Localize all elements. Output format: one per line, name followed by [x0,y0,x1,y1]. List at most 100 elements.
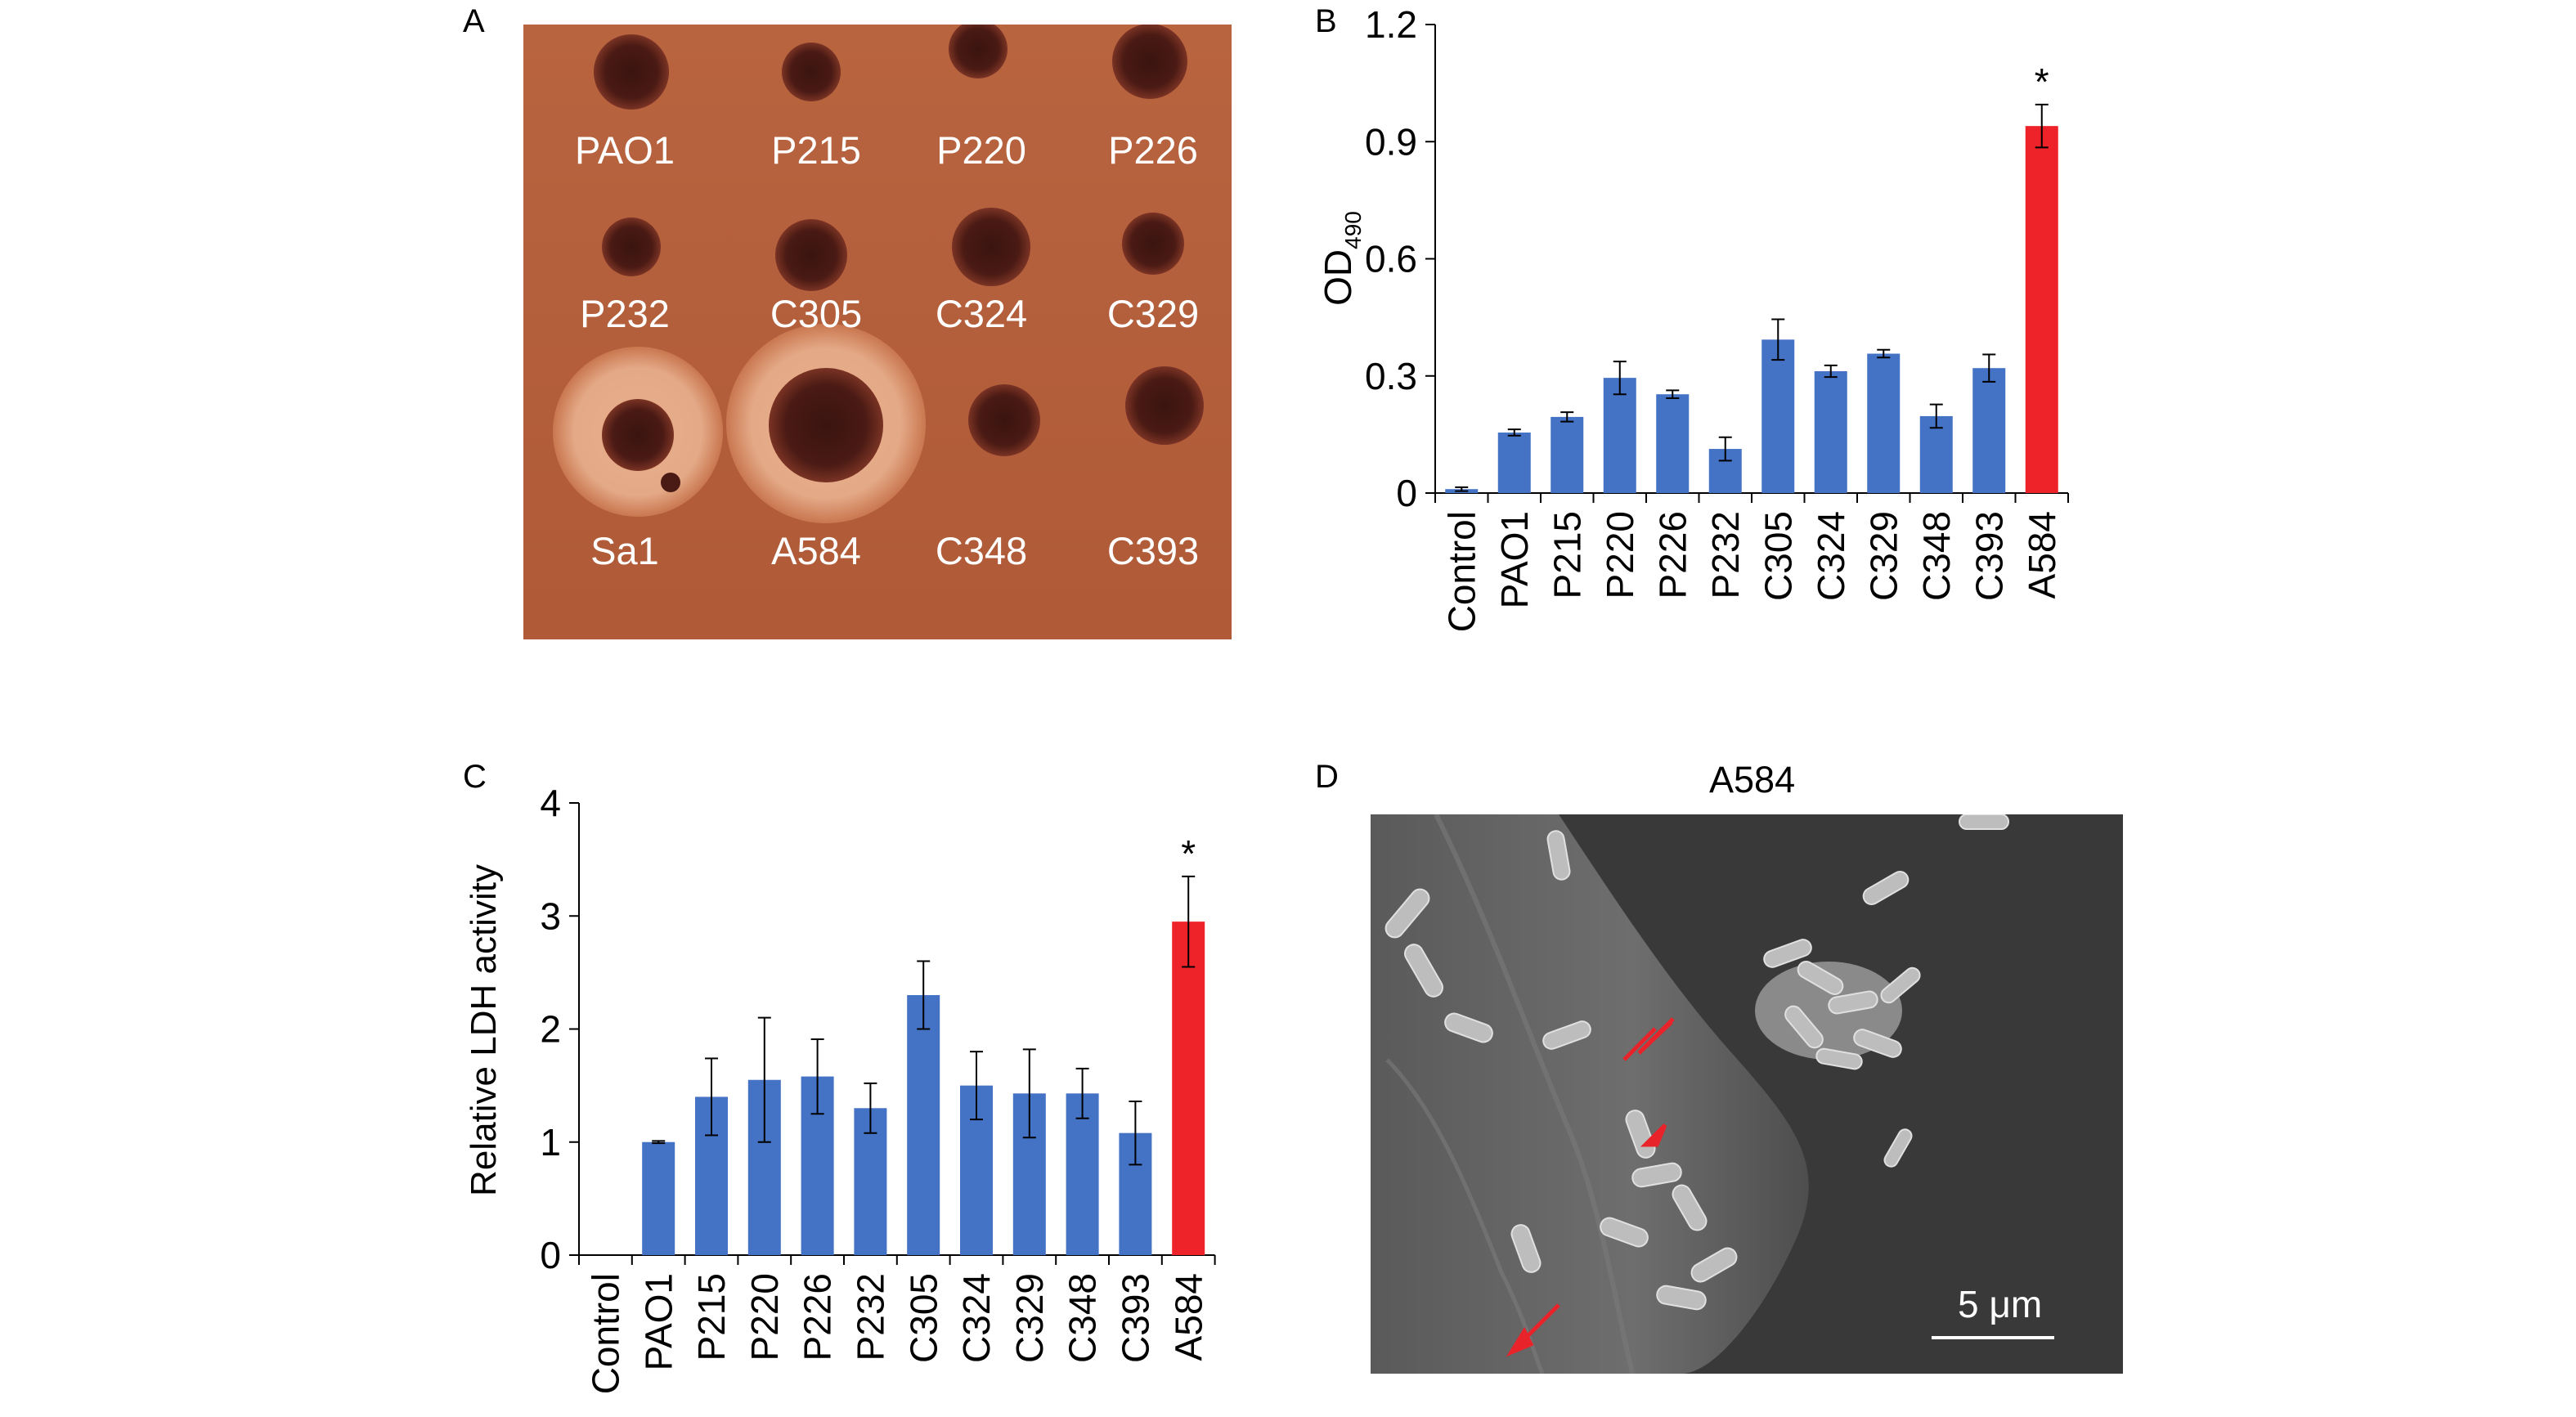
error-bar [1182,875,1196,968]
x-tick-label: PAO1 [637,1273,680,1370]
significance-marker: * [2035,61,2049,103]
y-tick-label: 0 [1396,472,1417,514]
strain-label: A584 [771,529,861,572]
y-tick-label: 2 [540,1008,561,1051]
error-bar [970,1051,983,1121]
x-tick-label: Control [585,1273,627,1394]
host-cell [1371,814,1809,1374]
arrow-markers [1506,1017,1675,1357]
error-bar [1877,348,1891,359]
sem-image [1371,814,2123,1374]
x-tick-label: Control [1440,511,1483,632]
scale-bar [1932,1336,2054,1339]
error-bar [757,1016,771,1143]
x-tick-label: C324 [1810,511,1852,601]
x-tick-label: C329 [1862,511,1905,601]
strain-label: P220 [936,128,1026,172]
bar-c393 [1972,368,2006,493]
panel-letter-c: C [463,759,487,795]
error-bar [1613,361,1627,396]
error-bar [1718,436,1732,462]
error-bar [1824,364,1838,379]
x-tick-label: P220 [1599,511,1641,599]
error-bar [2035,103,2049,149]
x-tick-label: C393 [1968,511,2010,601]
bar-pao1 [642,1141,675,1255]
x-tick-label: C348 [1061,1273,1104,1363]
y-tick-label: 0.3 [1365,355,1417,397]
x-tick-label: C329 [1008,1273,1051,1363]
strain-label: C329 [1106,292,1200,335]
bar-p215 [1551,416,1584,493]
x-tick-label: C305 [902,1273,945,1363]
y-tick-label: 4 [540,782,561,824]
colony [594,34,669,110]
strain-label: C348 [935,529,1028,572]
x-tick-label: P220 [743,1273,786,1361]
bar-c305 [907,995,940,1255]
bar-p226 [1656,394,1690,493]
colony [602,217,661,276]
error-bar [652,1140,666,1145]
strain-label: PAO1 [575,128,675,172]
strain-label: P215 [771,128,861,172]
x-tick-label: C348 [1915,511,1958,601]
colony [968,384,1040,456]
error-bar [705,1057,718,1137]
bar-c324 [1814,371,1847,493]
bar-pao1 [1497,432,1531,493]
error-bar [1507,428,1521,437]
bar-c348 [1066,1093,1099,1255]
error-bar [1771,318,1785,361]
error-bar [1560,411,1574,423]
error-bar [1129,1100,1142,1166]
error-bar [1022,1048,1036,1139]
sem-title: A584 [1709,759,1796,800]
error-bar [810,1038,824,1115]
plate-colonies [523,25,1232,639]
colony [949,25,1008,78]
colony [602,399,674,471]
colony [782,43,841,101]
ldh-bar-chart: 0 1 2 3 4 Control PAO1 P215 P220 P226 P232 C305 C324… [464,782,1216,1394]
y-tick-label: 0 [540,1234,561,1276]
error-bar [1075,1067,1089,1119]
error-bar [864,1082,877,1134]
y-tick-label: 0.9 [1365,120,1417,163]
x-tick-label: C305 [1757,511,1799,601]
y-axis-label: Relative LDH activity [464,864,504,1196]
colony [1122,213,1184,275]
panel-letter-b: B [1315,3,1337,39]
error-bar [1929,403,1943,429]
colony [1125,366,1204,445]
error-bar [1666,389,1680,399]
colony [769,368,883,482]
bar-c329 [1867,353,1901,493]
panel-letter-d: D [1315,759,1339,795]
strain-label: C324 [935,292,1028,335]
bar-a584 [2025,126,2058,493]
significance-marker: * [1181,832,1196,875]
error-bar [1982,353,1996,383]
agar-plate-image: PAO1 P215 P220 P226 P232 C305 C324 C329 … [523,25,1232,639]
error-bar [1455,486,1469,492]
x-tick-label: PAO1 [1493,511,1536,608]
x-tick-label: P226 [1651,511,1694,599]
x-tick-label: A584 [2021,511,2063,599]
bar-c305 [1761,339,1795,493]
bar-a584 [1172,921,1205,1255]
x-tick-label: C324 [955,1273,998,1363]
strain-label: C305 [770,292,863,335]
x-tick-label: P215 [690,1273,733,1361]
strain-label: Sa1 [590,529,659,572]
colony [775,219,847,291]
x-tick-label: P226 [797,1273,839,1361]
y-axis-label: OD490 [1317,211,1366,306]
colony [1112,25,1187,99]
bacteria-cluster [1384,814,2009,1311]
strain-label: P232 [580,292,670,335]
panel-letter-a: A [463,3,485,39]
sem-micrograph [1371,814,2123,1374]
scale-bar-label: 5 μm [1958,1283,2043,1325]
y-tick-label: 0.6 [1365,238,1417,280]
